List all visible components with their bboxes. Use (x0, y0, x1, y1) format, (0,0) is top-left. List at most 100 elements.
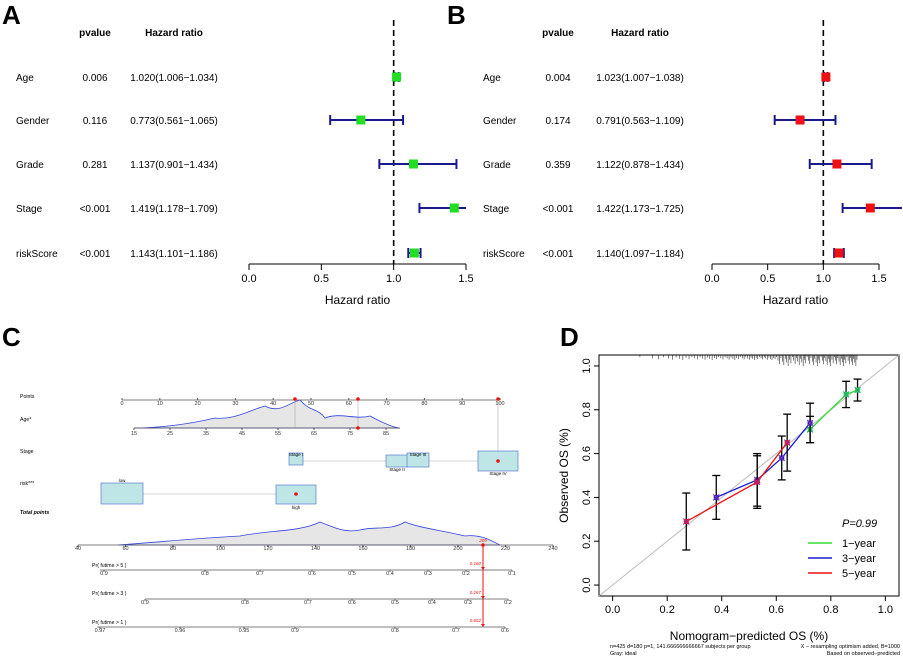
pr5-tick-label: 0.3 (424, 571, 432, 577)
pr3-tick-label: 0.6 (348, 600, 356, 606)
row-hr-text: 1.143(1.101−1.186) (130, 249, 218, 260)
pr3-tick-label: 0.4 (428, 600, 436, 606)
pr5-tick-label: 0.5 (348, 571, 356, 577)
stage-marker (496, 459, 500, 463)
y-tick-label: 0.8 (581, 402, 593, 417)
risk-box-label: low (119, 478, 127, 483)
pr5-value-label: 0.160 (470, 561, 482, 566)
hr-marker (449, 203, 459, 213)
pr5-arrow (481, 567, 485, 570)
age-tick-label: 35 (203, 431, 209, 437)
pr5-tick-label: 0.6 (308, 571, 316, 577)
row-name: Age (16, 73, 34, 84)
x-tick-label: 1.0 (386, 273, 401, 285)
pr5-tick-label: 0.2 (462, 571, 470, 577)
pr5-tick-label: 0.8 (201, 571, 209, 577)
age-tick-label: 45 (239, 431, 245, 437)
hr-marker (821, 72, 831, 82)
total-tick-label: 200 (453, 546, 462, 552)
row-pvalue: 0.004 (545, 73, 570, 84)
row-name: riskScore (483, 249, 525, 260)
points-marker (293, 397, 297, 401)
row-pvalue: <0.001 (543, 249, 574, 260)
row-name: Grade (483, 160, 511, 171)
nomogram-row-label: Age* (20, 417, 31, 423)
hr-marker (356, 115, 366, 125)
y-tick-label: 0.2 (581, 534, 593, 549)
age-tick-label: 15 (131, 431, 137, 437)
x-tick-label: 0.5 (760, 273, 775, 285)
row-name: Grade (16, 160, 44, 171)
points-tick-label: 50 (308, 401, 314, 407)
x-tick-label: 0.0 (241, 273, 256, 285)
points-tick-label: 80 (421, 401, 427, 407)
pr3-tick-label: 0.8 (241, 600, 249, 606)
series-line-1 (716, 422, 811, 499)
row-hr-text: 0.791(0.563−1.109) (596, 116, 684, 127)
stage-box-label: Stage II (389, 467, 405, 472)
nomogram-row-label: Stage (20, 449, 34, 455)
x-tick-label: 1.5 (871, 273, 886, 285)
row-pvalue: <0.001 (80, 204, 111, 215)
x-tick-label: 0.0 (704, 273, 719, 285)
pvalue-header: pvalue (79, 28, 111, 39)
pr1-tick-label: 0.9 (291, 628, 299, 634)
points-tick-label: 10 (157, 401, 163, 407)
legend-label: 1−year (842, 538, 876, 550)
total-tick-label: 100 (216, 546, 225, 552)
legend-label: 3−year (842, 553, 876, 565)
nomogram-row-label: Pr( futime > 3 ) (92, 591, 127, 597)
row-hr-text: 1.023(1.007−1.038) (596, 73, 684, 84)
hr-marker (409, 248, 419, 258)
pr3-value-label: 0.267 (470, 590, 482, 595)
pr5-tick-label: 0.1 (508, 571, 516, 577)
nomogram-row-label: Pr( futime > 5 ) (92, 563, 127, 569)
y-axis-title: Observed OS (%) (557, 428, 571, 523)
row-pvalue: 0.174 (545, 116, 570, 127)
data-point-x (753, 478, 761, 486)
hr-header: Hazard ratio (611, 28, 669, 39)
data-point-x (712, 494, 720, 501)
total-tick-label: 60 (122, 546, 128, 552)
points-tick-label: 20 (195, 401, 201, 407)
hr-marker (408, 159, 418, 169)
footnote: Gray: ideal (610, 651, 637, 657)
nomogram-row-label: Pr( futime > 1 ) (92, 620, 127, 626)
total-value-label: 209 (478, 538, 487, 543)
age-tick-label: 85 (383, 431, 389, 437)
row-name: Gender (16, 116, 50, 127)
nomogram-row-label: risk*** (20, 481, 34, 487)
nomogram-row-label: Total points (20, 510, 49, 516)
x-axis-title: Nomogram−predicted OS (%) (670, 629, 828, 643)
age-tick-label: 55 (275, 431, 281, 437)
y-tick-label: 0.4 (581, 490, 593, 505)
hr-marker (795, 115, 805, 125)
risk-box-low (100, 482, 144, 505)
nomogram-c: Points Age* Stage risk*** Total points Pr( fu… (20, 394, 558, 634)
points-tick-label: 30 (232, 401, 238, 407)
ideal-line (598, 354, 900, 597)
pr3-tick-label: 0.9 (141, 600, 149, 606)
hr-marker (832, 159, 842, 169)
footnote: Based on observed−predicted (827, 651, 900, 657)
stage-box-label: Stage III (410, 452, 427, 457)
points-tick-label: 40 (270, 401, 276, 407)
total-tick-label: 160 (358, 546, 367, 552)
x-tick-label: 1.5 (458, 273, 473, 285)
points-tick-label: 60 (346, 401, 352, 407)
pr1-value-label: 0.652 (470, 618, 482, 623)
pr3-arrow (481, 596, 485, 599)
row-hr-text: 1.422(1.173−1.725) (596, 204, 684, 215)
y-tick-label: 1.0 (581, 358, 593, 373)
age-tick-label: 75 (347, 431, 353, 437)
pr1-tick-label: 0.97 (95, 628, 106, 634)
pr1-tick-label: 0.7 (452, 628, 460, 634)
points-marker (356, 397, 360, 401)
stage-box (385, 454, 409, 468)
row-hr-text: 0.773(0.561−1.065) (130, 116, 218, 127)
data-point-x (806, 419, 814, 427)
row-name: riskScore (16, 249, 58, 260)
row-pvalue: 0.359 (545, 160, 570, 171)
hr-header: Hazard ratio (145, 28, 203, 39)
pr3-tick-label: 0.5 (391, 600, 399, 606)
